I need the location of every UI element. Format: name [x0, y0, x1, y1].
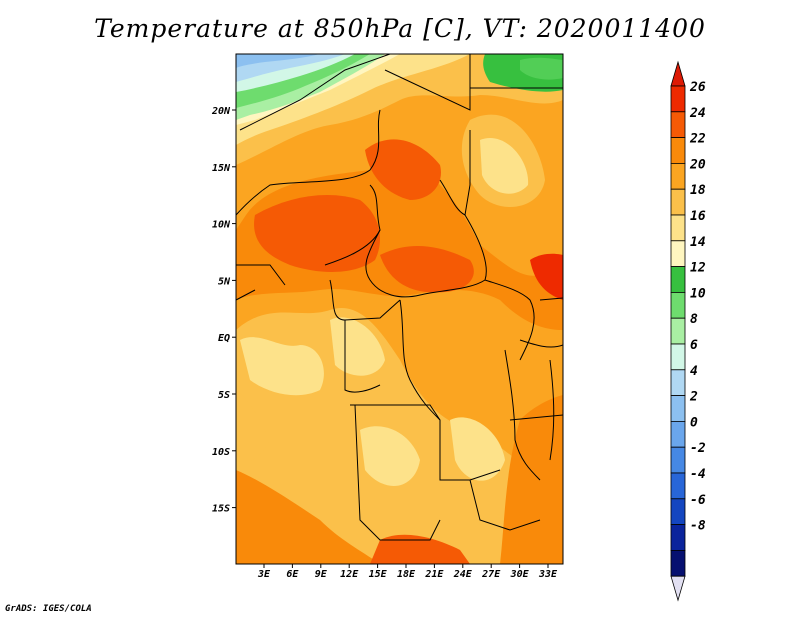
colorbar-label: 14 — [690, 235, 706, 250]
colorbar-segment — [670, 240, 686, 268]
lon-label: 15E — [369, 569, 388, 580]
lat-label: 15S — [212, 504, 230, 515]
lon-label: 9E — [315, 569, 328, 580]
colorbar-label: 0 — [690, 415, 698, 430]
colorbar-segment — [670, 317, 686, 345]
colorbar-label: 20 — [689, 157, 706, 172]
colorbar-label: -8 — [690, 519, 706, 534]
colorbar-segment — [670, 266, 686, 293]
lon-label: 24E — [453, 569, 473, 580]
lon-label: 12E — [340, 569, 359, 580]
lon-label: 3E — [257, 569, 271, 580]
colorbar-segment — [670, 214, 686, 242]
colorbar-label: 22 — [689, 132, 706, 147]
lon-label: 27E — [481, 569, 501, 580]
colorbar-label: -2 — [690, 441, 706, 456]
colorbar-segment — [670, 420, 686, 448]
colorbar-top-arrow — [670, 60, 686, 87]
colorbar-label: -6 — [690, 493, 706, 508]
colorbar-segment — [670, 472, 686, 500]
lat-label: 20N — [211, 106, 231, 117]
lat-label: 5N — [218, 276, 231, 287]
colorbar-label: -4 — [690, 467, 706, 482]
colorbar-segment — [670, 369, 686, 396]
chart-title: Temperature at 850hPa [C], VT: 202001140… — [94, 14, 706, 43]
colorbar-label: 18 — [690, 183, 706, 198]
lon-label: 18E — [397, 569, 416, 580]
colorbar-segment — [670, 550, 686, 577]
colorbar-segment — [670, 524, 686, 551]
colorbar-segment — [670, 498, 686, 525]
colorbar-label: 10 — [690, 286, 706, 301]
colorbar-label: 4 — [690, 364, 698, 379]
temperature-field — [236, 54, 563, 564]
colorbar-bottom-arrow — [670, 575, 686, 602]
lon-label: 21E — [424, 569, 444, 580]
colorbar-segment — [670, 395, 686, 422]
lon-label: 6E — [286, 569, 299, 580]
lon-label: 33E — [538, 569, 558, 580]
colorbar-segment — [670, 446, 686, 474]
map-frame — [235, 53, 564, 565]
country-borders — [236, 54, 563, 541]
lat-label: EQ — [218, 333, 230, 344]
colorbar-label: 8 — [690, 312, 698, 327]
colorbar-label: 2 — [689, 390, 698, 405]
lon-label: 30E — [510, 569, 530, 580]
colorbar-segment — [670, 188, 686, 216]
lat-label: 10S — [212, 447, 230, 458]
grads-credit: GrADS: IGES/COLA — [5, 604, 92, 614]
colorbar-label: 16 — [690, 209, 706, 224]
lat-label: 15N — [212, 163, 231, 174]
colorbar-segment — [670, 162, 686, 190]
longitude-axis: 3E 6E 9E 12E 15E 18E 21E 24E 27E 30E 33E — [257, 564, 558, 580]
latitude-axis: 20N 15N 10N 5N EQ 5S 10S 15S — [211, 106, 236, 515]
colorbar-segment — [670, 291, 686, 319]
lat-label: 5S — [218, 390, 230, 401]
colorbar-label: 24 — [689, 106, 706, 121]
lat-label: 10N — [212, 220, 231, 231]
colorbar-segment — [670, 85, 686, 113]
colorbar-segment — [670, 111, 686, 139]
colorbar-segment — [670, 137, 686, 164]
colorbar-label: 12 — [690, 261, 706, 276]
colorbar-label: 6 — [690, 338, 698, 353]
colorbar-segment — [670, 343, 686, 371]
colorbar-label: 26 — [689, 80, 706, 95]
